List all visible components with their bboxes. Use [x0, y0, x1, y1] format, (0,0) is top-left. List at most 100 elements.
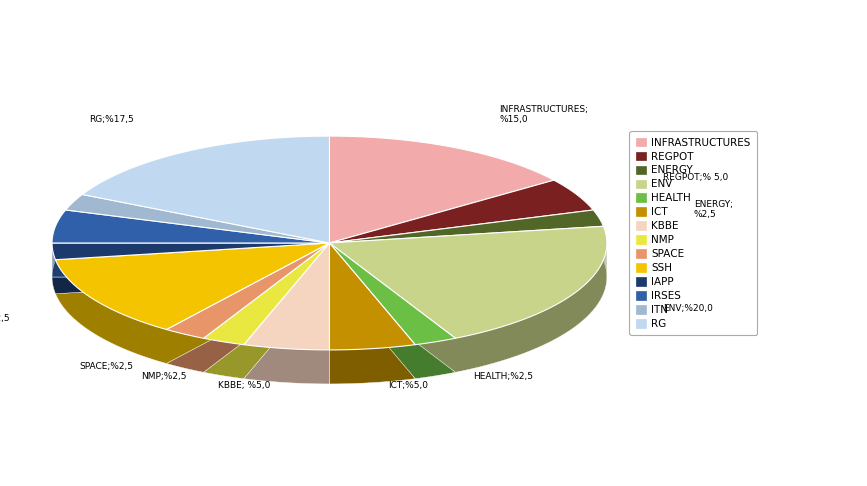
- Polygon shape: [166, 274, 329, 369]
- Polygon shape: [329, 210, 603, 243]
- Polygon shape: [329, 252, 607, 364]
- Polygon shape: [329, 236, 603, 268]
- Polygon shape: [329, 249, 415, 356]
- Polygon shape: [329, 145, 554, 252]
- Text: SPACE;%2,5: SPACE;%2,5: [80, 362, 134, 370]
- Polygon shape: [329, 241, 603, 274]
- Polygon shape: [329, 266, 415, 373]
- Polygon shape: [52, 227, 329, 260]
- Polygon shape: [52, 277, 329, 294]
- Polygon shape: [329, 243, 415, 350]
- Polygon shape: [52, 249, 329, 265]
- Polygon shape: [52, 266, 329, 282]
- Polygon shape: [329, 252, 415, 359]
- Polygon shape: [329, 197, 593, 260]
- Polygon shape: [329, 203, 593, 266]
- Polygon shape: [66, 197, 329, 246]
- Polygon shape: [329, 139, 554, 246]
- Polygon shape: [329, 254, 415, 361]
- Polygon shape: [329, 266, 455, 367]
- Text: NMP;%2,5: NMP;%2,5: [140, 372, 186, 381]
- Text: ENERGY;
%2,5: ENERGY; %2,5: [694, 200, 733, 219]
- Polygon shape: [329, 274, 415, 381]
- Polygon shape: [82, 161, 329, 268]
- Text: KBBE; %5,0: KBBE; %5,0: [218, 381, 271, 390]
- Polygon shape: [329, 238, 607, 349]
- Polygon shape: [204, 252, 329, 353]
- Polygon shape: [52, 271, 329, 288]
- Polygon shape: [52, 252, 329, 268]
- Text: INFRASTRUCTURES;
%15,0: INFRASTRUCTURES; %15,0: [499, 104, 589, 124]
- Polygon shape: [52, 243, 329, 260]
- Polygon shape: [329, 233, 603, 266]
- Polygon shape: [204, 266, 329, 367]
- Polygon shape: [329, 246, 415, 353]
- Polygon shape: [166, 277, 329, 372]
- Polygon shape: [329, 136, 554, 243]
- Polygon shape: [52, 236, 329, 268]
- Polygon shape: [55, 252, 329, 338]
- Polygon shape: [82, 142, 329, 249]
- Polygon shape: [244, 274, 329, 381]
- Polygon shape: [66, 226, 329, 274]
- Polygon shape: [55, 266, 329, 352]
- Polygon shape: [329, 260, 415, 367]
- Polygon shape: [52, 230, 329, 263]
- Polygon shape: [329, 189, 593, 252]
- Polygon shape: [66, 203, 329, 252]
- Polygon shape: [244, 266, 329, 373]
- Polygon shape: [329, 183, 593, 246]
- Polygon shape: [329, 246, 607, 358]
- Polygon shape: [329, 164, 554, 271]
- Polygon shape: [66, 228, 329, 277]
- Polygon shape: [55, 271, 329, 358]
- Polygon shape: [329, 243, 607, 355]
- Polygon shape: [329, 241, 607, 352]
- Polygon shape: [52, 274, 329, 291]
- Polygon shape: [329, 227, 603, 260]
- Polygon shape: [82, 170, 329, 277]
- Polygon shape: [329, 252, 455, 353]
- Polygon shape: [329, 255, 607, 366]
- Polygon shape: [329, 257, 455, 359]
- Polygon shape: [66, 211, 329, 260]
- Polygon shape: [204, 274, 329, 376]
- Polygon shape: [329, 208, 593, 271]
- Polygon shape: [52, 219, 329, 252]
- Polygon shape: [55, 277, 329, 364]
- Polygon shape: [82, 145, 329, 252]
- Polygon shape: [329, 142, 554, 249]
- Polygon shape: [329, 180, 593, 243]
- Polygon shape: [329, 170, 554, 277]
- Polygon shape: [55, 246, 329, 332]
- Polygon shape: [204, 249, 329, 350]
- Polygon shape: [329, 254, 455, 356]
- Polygon shape: [66, 208, 329, 257]
- Polygon shape: [204, 263, 329, 364]
- Polygon shape: [204, 246, 329, 347]
- Polygon shape: [82, 153, 329, 260]
- Polygon shape: [329, 214, 593, 277]
- Polygon shape: [329, 260, 455, 362]
- Polygon shape: [329, 268, 415, 375]
- Polygon shape: [244, 243, 329, 350]
- Polygon shape: [329, 268, 455, 370]
- Polygon shape: [329, 156, 554, 263]
- Polygon shape: [166, 263, 329, 358]
- Polygon shape: [52, 238, 329, 271]
- Polygon shape: [204, 257, 329, 359]
- Polygon shape: [166, 254, 329, 349]
- Polygon shape: [329, 147, 554, 254]
- Polygon shape: [52, 246, 329, 262]
- Polygon shape: [329, 263, 455, 364]
- Polygon shape: [329, 206, 593, 268]
- Polygon shape: [166, 266, 329, 361]
- Polygon shape: [204, 243, 329, 345]
- Polygon shape: [52, 241, 329, 274]
- Polygon shape: [329, 249, 455, 350]
- Polygon shape: [55, 263, 329, 349]
- Polygon shape: [55, 254, 329, 341]
- Polygon shape: [329, 159, 554, 266]
- Polygon shape: [244, 271, 329, 378]
- Polygon shape: [329, 244, 603, 277]
